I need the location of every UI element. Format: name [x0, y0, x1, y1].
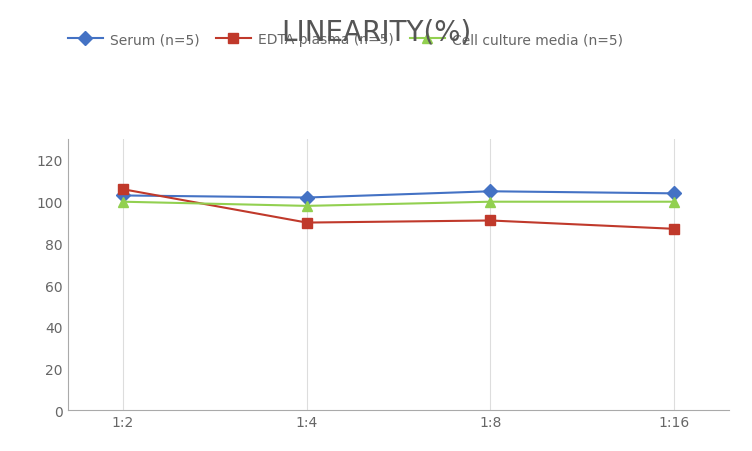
- Legend: Serum (n=5), EDTA plasma (n=5), Cell culture media (n=5): Serum (n=5), EDTA plasma (n=5), Cell cul…: [68, 33, 623, 47]
- Line: Serum (n=5): Serum (n=5): [118, 187, 679, 203]
- Text: LINEARITY(%): LINEARITY(%): [281, 18, 471, 46]
- Serum (n=5): [302, 195, 311, 201]
- Cell culture media (n=5): [302, 204, 311, 209]
- Line: EDTA plasma (n=5): EDTA plasma (n=5): [118, 185, 679, 234]
- Cell culture media (n=5): [670, 199, 679, 205]
- EDTA plasma (n=5): [670, 226, 679, 232]
- EDTA plasma (n=5): [118, 187, 127, 193]
- Serum (n=5): [486, 189, 495, 194]
- Serum (n=5): [670, 191, 679, 197]
- EDTA plasma (n=5): [302, 221, 311, 226]
- Cell culture media (n=5): [118, 199, 127, 205]
- EDTA plasma (n=5): [486, 218, 495, 224]
- Line: Cell culture media (n=5): Cell culture media (n=5): [118, 198, 679, 211]
- Cell culture media (n=5): [486, 199, 495, 205]
- Serum (n=5): [118, 193, 127, 199]
